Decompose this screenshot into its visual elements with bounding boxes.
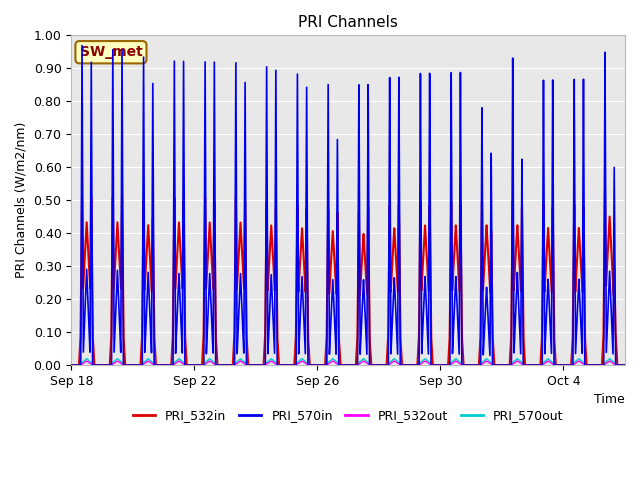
PRI_570out [612,361,620,367]
PRI_532in [406,362,414,368]
Line: PRI_570out: PRI_570out [71,359,625,365]
PRI_532in [601,188,609,193]
Y-axis label: PRI Channels (W/m2/nm): PRI Channels (W/m2/nm) [15,122,28,278]
PRI_532out [414,362,422,368]
PRI_532out [612,362,620,368]
PRI_532in [414,349,422,355]
PRI_570in [621,362,629,368]
PRI_570in [78,43,86,48]
PRI_532in [67,362,75,368]
PRI_532out [406,362,414,368]
PRI_570in [504,362,512,368]
PRI_570out [621,362,629,368]
PRI_570in [414,362,422,368]
PRI_570out [504,362,512,368]
Line: PRI_532out: PRI_532out [71,361,625,365]
PRI_570out [406,362,414,368]
PRI_570out [99,362,107,368]
Text: SW_met: SW_met [79,45,142,59]
PRI_570in [67,362,75,368]
PRI_532in [621,362,629,368]
Legend: PRI_532in, PRI_570in, PRI_532out, PRI_570out: PRI_532in, PRI_570in, PRI_532out, PRI_57… [127,405,568,427]
PRI_570in [612,362,620,368]
PRI_532out [67,362,75,368]
Title: PRI Channels: PRI Channels [298,15,398,30]
Line: PRI_532in: PRI_532in [71,191,625,365]
PRI_570out [414,362,422,368]
PRI_570out [216,362,223,368]
PRI_570out [67,362,75,368]
PRI_532out [216,362,223,368]
PRI_532out [504,362,512,368]
Line: PRI_570in: PRI_570in [71,46,625,365]
PRI_532out [99,362,107,368]
PRI_570in [99,362,107,368]
PRI_532in [612,334,620,339]
PRI_570in [406,362,414,368]
PRI_570in [216,362,223,368]
PRI_532in [504,362,512,368]
PRI_532out [621,362,629,368]
PRI_532out [606,358,614,364]
PRI_570out [606,356,614,361]
PRI_532in [216,362,223,368]
PRI_532in [99,362,107,368]
X-axis label: Time: Time [595,394,625,407]
